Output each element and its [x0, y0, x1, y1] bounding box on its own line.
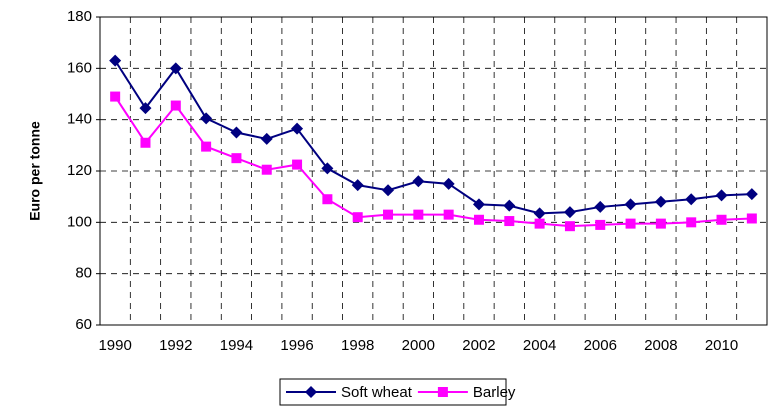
x-tick-label: 2004 [523, 337, 556, 354]
point [533, 207, 546, 220]
point [139, 102, 152, 115]
y-tick-label: 180 [67, 8, 92, 25]
point [473, 214, 484, 225]
y-tick-label: 100 [67, 213, 92, 230]
y-tick-label: 160 [67, 59, 92, 76]
point [442, 177, 455, 190]
point [231, 153, 242, 164]
y-tick-label: 120 [67, 162, 92, 179]
point [686, 217, 697, 228]
x-tick-label: 1990 [98, 337, 131, 354]
point [110, 91, 121, 102]
point [655, 218, 666, 229]
point [563, 206, 576, 219]
point [351, 179, 364, 192]
point [291, 122, 304, 135]
point [746, 213, 757, 224]
point [534, 218, 545, 229]
point [140, 137, 151, 148]
point [594, 200, 607, 213]
point [352, 212, 363, 223]
point [322, 194, 333, 205]
point [685, 193, 698, 206]
legend-label: Barley [473, 384, 516, 401]
plot-border [99, 16, 768, 326]
legend-marker [305, 386, 317, 398]
point [503, 199, 516, 212]
x-tick-label: 1992 [159, 337, 192, 354]
series-line [114, 60, 752, 215]
point [383, 209, 394, 220]
point [715, 189, 728, 202]
point [412, 175, 425, 188]
point [504, 216, 515, 227]
point [200, 112, 213, 125]
point [169, 62, 182, 75]
point [745, 188, 758, 201]
legend: Soft wheat Barley [279, 378, 516, 406]
point [201, 141, 212, 152]
point [716, 214, 727, 225]
legend-label: Soft wheat [341, 384, 413, 401]
legend-marker [437, 387, 448, 397]
x-tick-label: 1996 [280, 337, 313, 354]
point [443, 209, 454, 220]
point [260, 132, 273, 145]
point [382, 184, 395, 197]
point [472, 198, 485, 211]
point [413, 209, 424, 220]
x-tick-label: 2008 [644, 337, 677, 354]
point [321, 162, 334, 175]
point [625, 218, 636, 229]
point [170, 100, 181, 111]
series-line [114, 96, 752, 228]
x-tick-label: 2006 [584, 337, 617, 354]
point [624, 198, 637, 211]
y-tick-label: 60 [75, 316, 92, 333]
point [261, 164, 272, 175]
point [292, 159, 303, 170]
point [109, 54, 122, 67]
x-tick-label: 2002 [462, 337, 495, 354]
y-tick-label: 140 [67, 111, 92, 128]
y-tick-label: 80 [75, 265, 92, 282]
point [564, 221, 575, 232]
x-tick-label: 2010 [705, 337, 738, 354]
point [230, 126, 243, 139]
x-tick-label: 2000 [402, 337, 435, 354]
x-tick-label: 1994 [220, 337, 253, 354]
x-tick-label: 1998 [341, 337, 374, 354]
y-axis-label: Euro per tonne [27, 121, 43, 221]
point [595, 219, 606, 230]
point [654, 195, 667, 208]
